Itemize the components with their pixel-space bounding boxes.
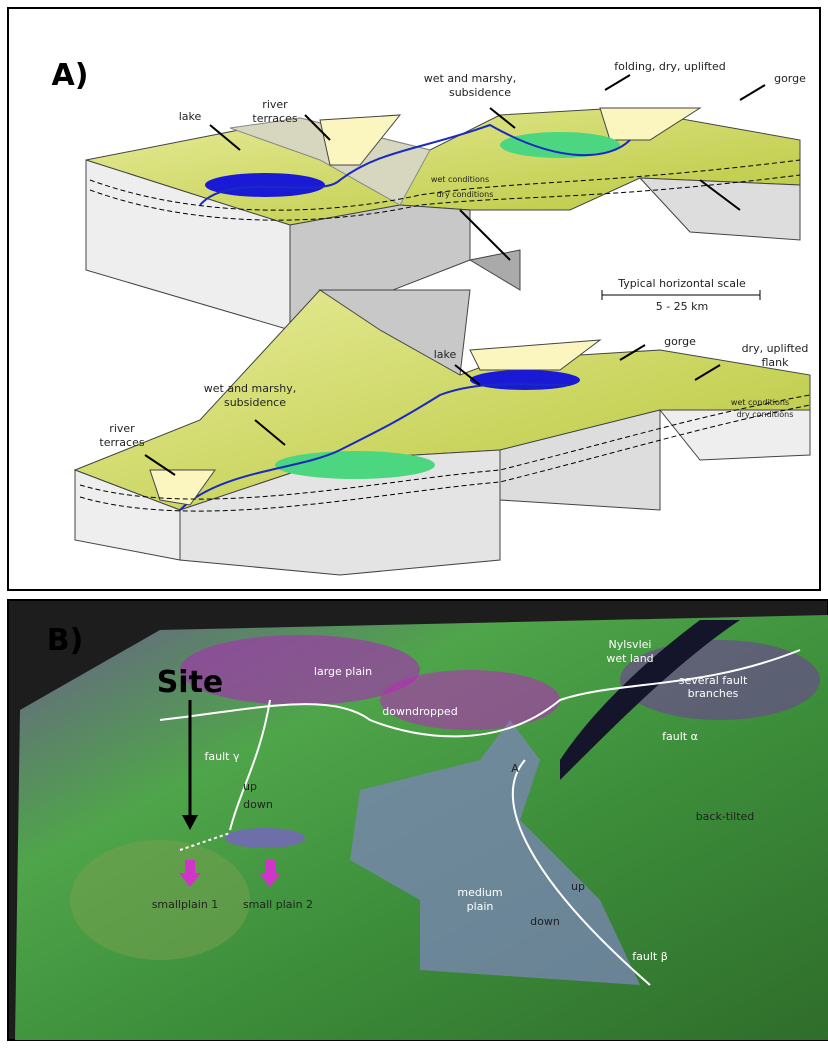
label: gorge (774, 72, 806, 85)
label: terraces (99, 436, 144, 449)
label: Nylsvlei (609, 638, 652, 651)
label: smallplain 1 (152, 898, 219, 911)
label: terraces (252, 112, 297, 125)
label: wet land (606, 652, 653, 665)
label: river (262, 98, 288, 111)
label: fault γ (205, 750, 240, 763)
label: lake (434, 348, 457, 361)
label: wet conditions (731, 398, 789, 407)
label: branches (688, 687, 739, 700)
label: several fault (679, 674, 748, 687)
label: plain (467, 900, 494, 913)
label: dry conditions (737, 410, 794, 419)
label: river (109, 422, 135, 435)
label: large plain (314, 665, 372, 678)
label: dry, uplifted (742, 342, 809, 355)
label: up (571, 880, 585, 893)
label: wet and marshy, (204, 382, 296, 395)
label: gorge (664, 335, 696, 348)
label: fault β (632, 950, 667, 963)
label: flank (761, 356, 789, 369)
label: A) (52, 58, 89, 93)
label: lake (179, 110, 202, 123)
label: Typical horizontal scale (617, 277, 746, 290)
label: small plain 2 (243, 898, 313, 911)
label: medium (457, 886, 502, 899)
label: folding, dry, uplifted (614, 60, 725, 73)
label: fault α (662, 730, 698, 743)
label: Site (157, 665, 224, 700)
figure: A)riverterraceslakewet and marshy,subsid… (0, 0, 828, 1048)
label: wet and marshy, (424, 72, 516, 85)
label: up (243, 780, 257, 793)
label: A (511, 762, 519, 775)
label: wet conditions (431, 175, 489, 184)
label: downdropped (382, 705, 457, 718)
label: subsidence (224, 396, 286, 409)
label: dry conditions (437, 190, 494, 199)
label: subsidence (449, 86, 511, 99)
label: 5 - 25 km (656, 300, 709, 313)
label: down (243, 798, 273, 811)
label: back-tilted (696, 810, 755, 823)
label: B) (47, 623, 84, 658)
label: down (530, 915, 560, 928)
